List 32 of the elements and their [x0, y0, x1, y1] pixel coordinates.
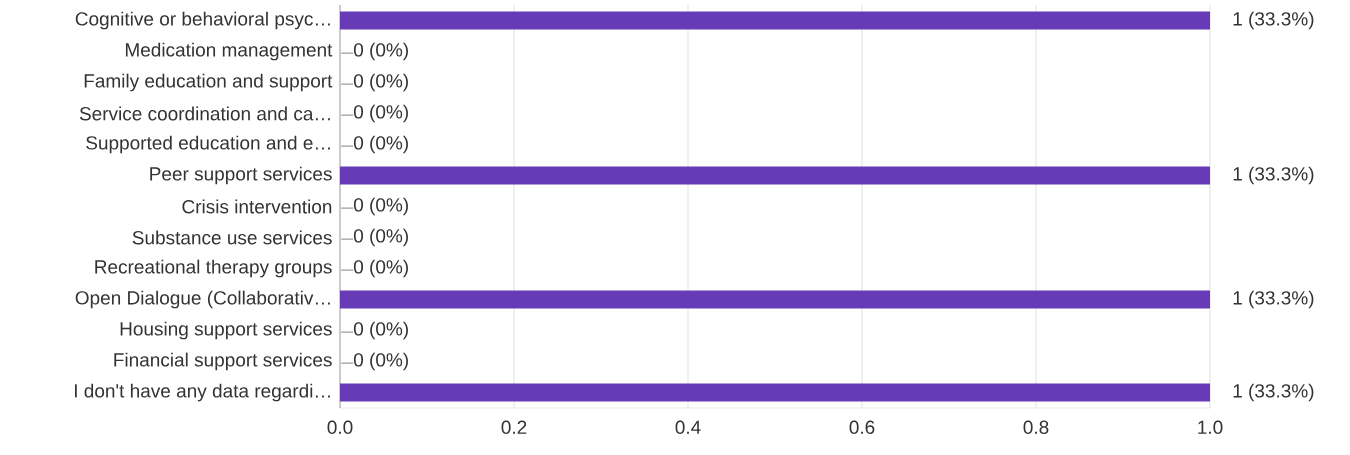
- data-label: 1 (33.3%): [1233, 290, 1314, 309]
- x-tick-label: 0.0: [327, 420, 353, 434]
- data-label: 0 (0%): [353, 104, 408, 123]
- y-tick-label: Family education and support: [84, 73, 333, 92]
- data-label: 0 (0%): [353, 352, 408, 371]
- y-tick-label: Crisis intervention: [182, 199, 332, 214]
- data-label: 0 (0%): [353, 42, 408, 61]
- y-tick-label: Recreational therapy groups: [95, 259, 332, 278]
- y-tick-label: Medication management: [125, 42, 333, 61]
- data-label: 0 (0%): [353, 321, 408, 340]
- data-label: 0 (0%): [353, 228, 408, 247]
- y-tick-label: I don't have any data regardi…: [74, 383, 330, 402]
- y-tick-label: Open Dialogue (Collaborativ…: [75, 290, 330, 309]
- y-tick-label: Service coordination and ca…: [79, 106, 330, 121]
- data-label: 0 (0%): [353, 259, 408, 278]
- data-label: 1 (33.3%): [1233, 11, 1314, 30]
- y-tick-label: Substance use services: [132, 230, 332, 245]
- x-tick-label: 0.6: [849, 420, 875, 434]
- data-label: 0 (0%): [353, 73, 408, 92]
- data-label: 1 (33.3%): [1233, 383, 1314, 402]
- x-tick-label: 0.8: [1023, 420, 1049, 434]
- y-tick-label: Housing support services: [120, 321, 332, 340]
- data-label: 0 (0%): [353, 197, 408, 216]
- x-tick-label: 1.0: [1198, 420, 1223, 434]
- data-label: 1 (33.3%): [1233, 166, 1314, 185]
- x-tick-label: 0.4: [675, 420, 701, 434]
- data-label: 0 (0%): [353, 135, 408, 154]
- y-tick-label: Financial support services: [114, 352, 332, 371]
- y-tick-label: Supported education and e…: [86, 135, 330, 154]
- x-tick-label: 0.2: [501, 420, 527, 434]
- y-tick-label: Cognitive or behavioral psyc…: [75, 11, 330, 30]
- y-tick-label: Peer support services: [150, 166, 332, 185]
